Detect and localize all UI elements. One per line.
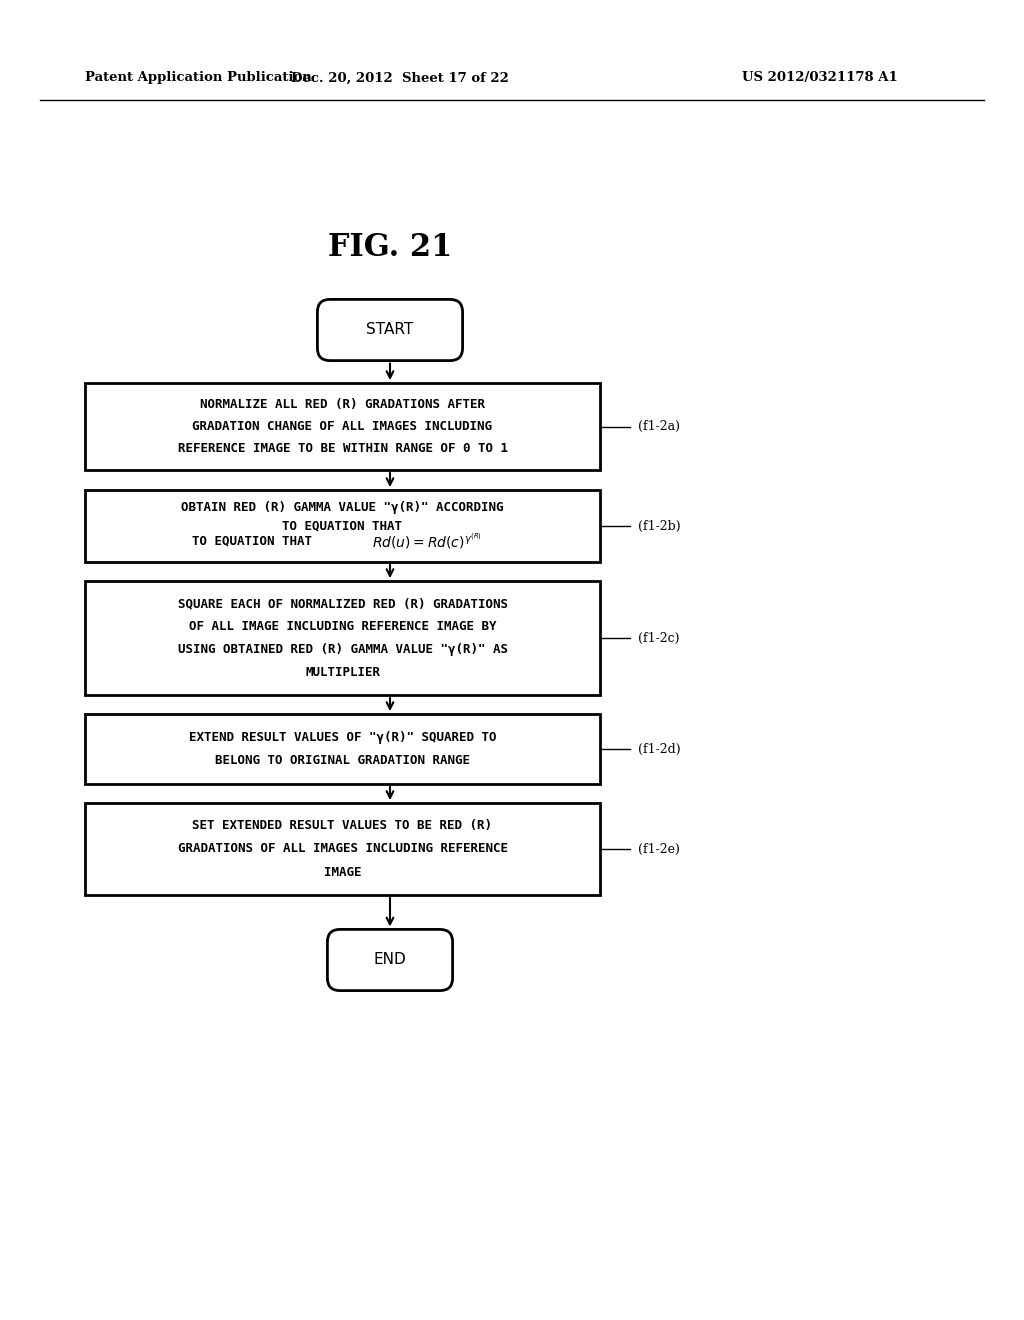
Text: TO EQUATION THAT: TO EQUATION THAT [283, 520, 402, 532]
Text: $\mathit{Rd}(u) = \mathit{Rd}(c)^{\gamma^{(R)}}$: $\mathit{Rd}(u) = \mathit{Rd}(c)^{\gamma… [373, 532, 482, 552]
Text: USING OBTAINED RED (R) GAMMA VALUE "γ(R)" AS: USING OBTAINED RED (R) GAMMA VALUE "γ(R)… [177, 643, 508, 656]
Text: NORMALIZE ALL RED (R) GRADATIONS AFTER: NORMALIZE ALL RED (R) GRADATIONS AFTER [200, 399, 485, 412]
Text: (f1-2c): (f1-2c) [638, 631, 680, 644]
FancyBboxPatch shape [328, 929, 453, 990]
Text: GRADATIONS OF ALL IMAGES INCLUDING REFERENCE: GRADATIONS OF ALL IMAGES INCLUDING REFER… [177, 842, 508, 855]
Text: EXTEND RESULT VALUES OF "γ(R)" SQUARED TO: EXTEND RESULT VALUES OF "γ(R)" SQUARED T… [188, 731, 497, 744]
Text: Dec. 20, 2012  Sheet 17 of 22: Dec. 20, 2012 Sheet 17 of 22 [291, 71, 509, 84]
Text: US 2012/0321178 A1: US 2012/0321178 A1 [742, 71, 898, 84]
Text: REFERENCE IMAGE TO BE WITHIN RANGE OF 0 TO 1: REFERENCE IMAGE TO BE WITHIN RANGE OF 0 … [177, 442, 508, 455]
Text: (f1-2b): (f1-2b) [638, 520, 681, 532]
Text: START: START [367, 322, 414, 338]
Text: Patent Application Publication: Patent Application Publication [85, 71, 311, 84]
Text: GRADATION CHANGE OF ALL IMAGES INCLUDING: GRADATION CHANGE OF ALL IMAGES INCLUDING [193, 420, 493, 433]
Bar [85, 383, 600, 470]
Bar [85, 581, 600, 696]
Text: SET EXTENDED RESULT VALUES TO BE RED (R): SET EXTENDED RESULT VALUES TO BE RED (R) [193, 820, 493, 833]
Text: (f1-2a): (f1-2a) [638, 420, 680, 433]
Text: (f1-2d): (f1-2d) [638, 742, 681, 755]
Bar [85, 803, 600, 895]
Text: TO EQUATION THAT: TO EQUATION THAT [193, 535, 312, 548]
Text: MULTIPLIER: MULTIPLIER [305, 665, 380, 678]
Text: BELONG TO ORIGINAL GRADATION RANGE: BELONG TO ORIGINAL GRADATION RANGE [215, 754, 470, 767]
Bar [85, 714, 600, 784]
Text: OF ALL IMAGE INCLUDING REFERENCE IMAGE BY: OF ALL IMAGE INCLUDING REFERENCE IMAGE B… [188, 620, 497, 634]
Bar [85, 490, 600, 562]
Text: OBTAIN RED (R) GAMMA VALUE "γ(R)" ACCORDING: OBTAIN RED (R) GAMMA VALUE "γ(R)" ACCORD… [181, 502, 504, 515]
Text: END: END [374, 953, 407, 968]
Text: (f1-2e): (f1-2e) [638, 842, 680, 855]
Text: IMAGE: IMAGE [324, 866, 361, 879]
Text: FIG. 21: FIG. 21 [328, 232, 453, 264]
FancyBboxPatch shape [317, 300, 463, 360]
Text: SQUARE EACH OF NORMALIZED RED (R) GRADATIONS: SQUARE EACH OF NORMALIZED RED (R) GRADAT… [177, 597, 508, 610]
